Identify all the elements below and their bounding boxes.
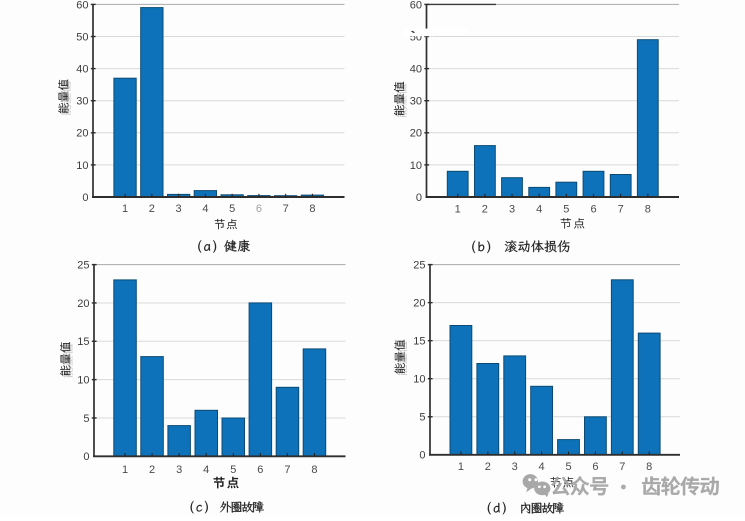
svg-text:7: 7: [284, 464, 290, 476]
svg-text:4: 4: [203, 464, 209, 476]
svg-text:2: 2: [482, 204, 488, 216]
svg-text:1: 1: [122, 203, 128, 215]
svg-text:6: 6: [256, 203, 262, 215]
svg-text:1: 1: [458, 461, 464, 473]
svg-text:0: 0: [83, 451, 89, 463]
svg-text:2: 2: [149, 203, 155, 215]
svg-text:10: 10: [76, 160, 88, 172]
svg-text:1: 1: [122, 464, 128, 476]
svg-text:10: 10: [413, 374, 425, 386]
svg-text:60: 60: [76, 0, 88, 11]
svg-text:3: 3: [509, 204, 515, 216]
svg-text:4: 4: [539, 461, 545, 473]
svg-text:5: 5: [419, 412, 425, 424]
svg-text:50: 50: [76, 31, 88, 43]
svg-text:8: 8: [646, 461, 652, 473]
svg-text:7: 7: [619, 461, 625, 473]
svg-text:5: 5: [229, 203, 235, 215]
svg-text:40: 40: [76, 64, 88, 76]
svg-text:3: 3: [512, 461, 518, 473]
svg-text:0: 0: [419, 450, 425, 462]
svg-text:25: 25: [413, 260, 425, 272]
svg-text:30: 30: [76, 96, 88, 108]
svg-text:6: 6: [257, 464, 263, 476]
svg-text:10: 10: [77, 375, 89, 387]
svg-text:7: 7: [283, 203, 289, 215]
svg-text:1: 1: [455, 204, 461, 216]
svg-text:25: 25: [77, 260, 89, 272]
svg-text:8: 8: [311, 464, 317, 476]
svg-text:7: 7: [618, 204, 624, 216]
svg-text:4: 4: [536, 204, 542, 216]
svg-text:3: 3: [176, 203, 182, 215]
svg-text:5: 5: [83, 413, 89, 425]
svg-text:0: 0: [416, 192, 422, 204]
svg-text:2: 2: [149, 464, 155, 476]
svg-text:20: 20: [76, 128, 88, 140]
svg-text:0: 0: [82, 192, 88, 204]
svg-text:10: 10: [410, 160, 422, 172]
svg-text:20: 20: [77, 298, 89, 310]
svg-text:4: 4: [202, 203, 208, 215]
svg-text:15: 15: [77, 336, 89, 348]
svg-text:5: 5: [565, 461, 571, 473]
svg-text:8: 8: [645, 204, 651, 216]
svg-text:15: 15: [413, 336, 425, 348]
svg-text:20: 20: [413, 298, 425, 310]
svg-text:40: 40: [410, 64, 422, 76]
svg-text:5: 5: [563, 204, 569, 216]
svg-text:60: 60: [410, 0, 422, 11]
svg-text:20: 20: [410, 128, 422, 140]
svg-text:6: 6: [592, 461, 598, 473]
svg-text:2: 2: [485, 461, 491, 473]
svg-text:6: 6: [590, 204, 596, 216]
svg-text:8: 8: [309, 203, 315, 215]
svg-text:5: 5: [230, 464, 236, 476]
svg-text:30: 30: [410, 96, 422, 108]
svg-text:3: 3: [176, 464, 182, 476]
